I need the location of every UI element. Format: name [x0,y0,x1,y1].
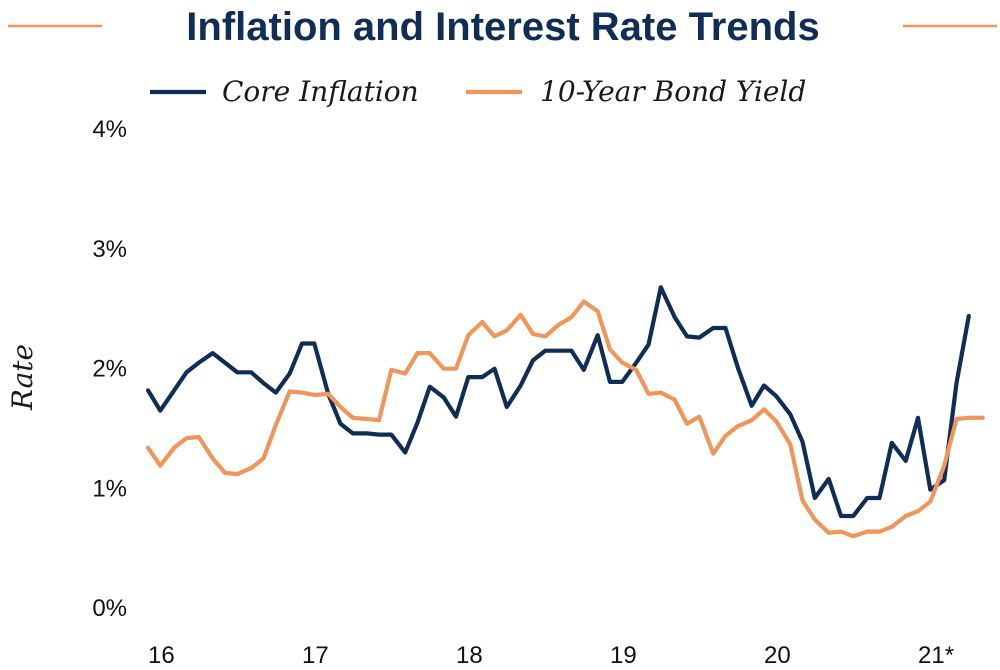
legend-label: 10-Year Bond Yield [540,75,806,108]
y-tick-label: 1% [92,475,127,502]
x-tick-label: 21* [918,642,954,669]
series-line-bond-yield [145,299,985,539]
chart-legend: Core Inflation 10-Year Bond Yield [150,75,806,108]
series-line-core-inflation [145,285,971,519]
series-layer [145,285,985,539]
chart-title: Inflation and Interest Rate Trends [186,5,819,49]
x-tick-label: 20 [764,642,791,669]
legend-label: Core Inflation [222,75,419,108]
y-axis-label: Rate [6,344,39,411]
x-tick-label: 17 [302,642,329,669]
y-tick-label: 3% [92,236,127,263]
x-tick-label: 16 [148,642,175,669]
x-tick-label: 19 [610,642,637,669]
x-axis-ticks: 16 17 18 19 20 21* [148,642,954,669]
y-axis-ticks: 0% 1% 2% 3% 4% [92,116,127,622]
y-tick-label: 4% [92,116,127,143]
x-tick-label: 18 [456,642,483,669]
y-tick-label: 2% [92,356,127,383]
y-tick-label: 0% [92,595,127,622]
